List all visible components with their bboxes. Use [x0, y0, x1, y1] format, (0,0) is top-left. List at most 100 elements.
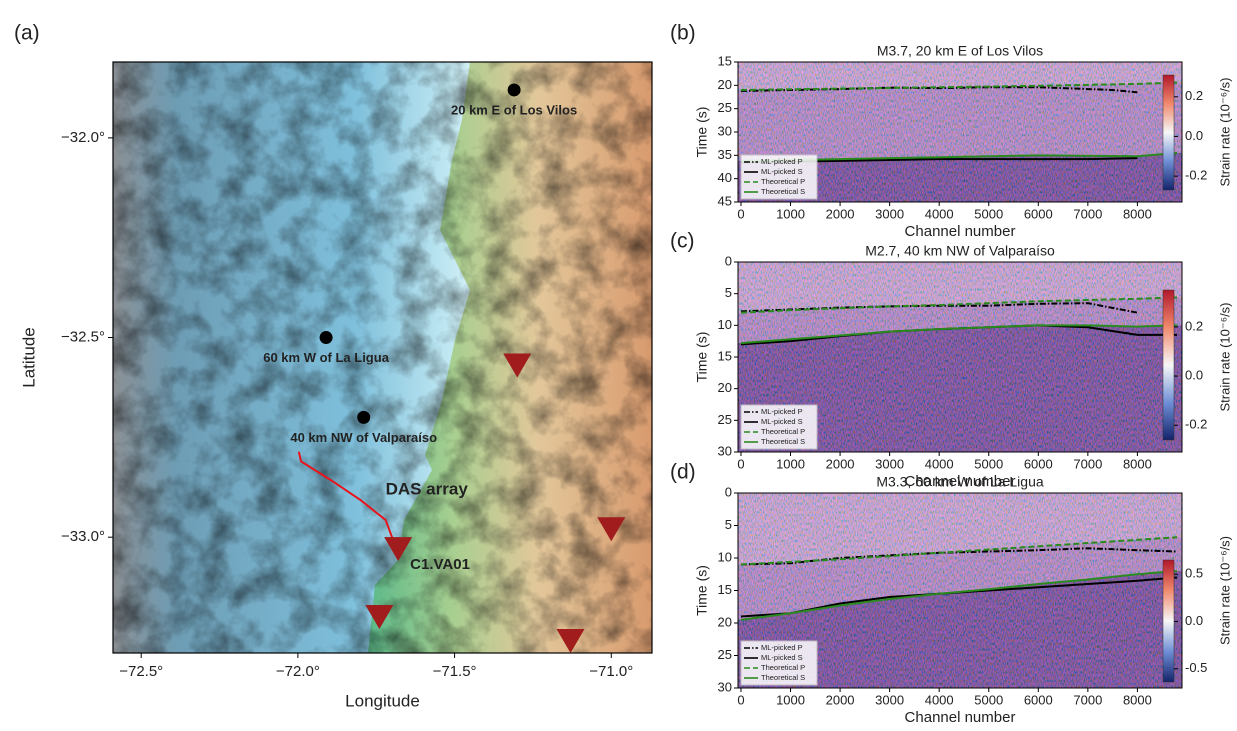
colorbar-label: Strain rate (10⁻⁶/s)	[1217, 302, 1232, 411]
x-tick-label: −71.0°	[589, 663, 633, 680]
y-tick-label: 0	[725, 253, 732, 268]
x-tick-label: 0	[737, 692, 744, 707]
chart-title: M3.7, 20 km E of Los Vilos	[877, 43, 1043, 59]
event	[319, 331, 333, 345]
y-axis-label: Time (s)	[694, 332, 710, 383]
legend-label: Theoretical P	[761, 663, 805, 672]
colorbar	[1162, 289, 1175, 441]
panel-label: (d)	[670, 461, 696, 484]
pick-line	[740, 536, 1178, 566]
station	[503, 353, 532, 378]
x-tick-label: 7000	[1073, 456, 1102, 471]
colorbar-tick-label: -0.2	[1185, 168, 1207, 183]
x-tick-label: −71.5°	[433, 663, 477, 680]
x-tick-label: 4000	[925, 206, 954, 221]
y-tick-label: 25	[718, 100, 732, 115]
y-tick-label: 15	[718, 53, 732, 68]
y-tick-label: 20	[718, 614, 732, 629]
event-label: 40 km NW of Valparaíso	[290, 430, 437, 445]
y-tick-label: −32.5°	[61, 329, 105, 346]
legend-label: Theoretical P	[761, 177, 805, 186]
das-array	[297, 451, 396, 546]
map-frame	[112, 61, 653, 654]
colorbar	[1162, 74, 1175, 191]
y-tick-label: 45	[718, 193, 732, 208]
y-tick-label: 10	[718, 549, 732, 564]
y-tick-label: −32.0°	[61, 129, 105, 146]
x-axis-label: Longitude	[345, 691, 420, 710]
event-label: 60 km W of La Ligua	[263, 350, 389, 365]
heatmap-area	[738, 262, 1182, 452]
das-label: DAS array	[386, 480, 469, 499]
station-label: C1.VA01	[410, 556, 470, 573]
y-tick-label: 0	[725, 484, 732, 499]
y-tick-label: 20	[718, 77, 732, 92]
x-axis-label: Channel number	[905, 473, 1016, 490]
x-tick-label: 8000	[1123, 456, 1152, 471]
colorbar	[1162, 559, 1175, 683]
x-tick-label: 1000	[776, 206, 805, 221]
x-tick-label: 2000	[826, 456, 855, 471]
legend-label: Theoretical S	[761, 437, 805, 446]
y-axis-label: Time (s)	[694, 107, 710, 158]
x-tick-label: 1000	[776, 692, 805, 707]
chart-title: M2.7, 40 km NW of Valparaíso	[865, 243, 1055, 259]
x-axis-label: Channel number	[905, 709, 1016, 726]
x-tick-label: 6000	[1024, 206, 1053, 221]
x-tick-label: 4000	[925, 692, 954, 707]
pick-line	[740, 324, 1178, 345]
legend-label: Theoretical S	[761, 673, 805, 682]
y-tick-label: 40	[718, 170, 732, 185]
x-tick-label: 3000	[875, 456, 904, 471]
y-tick-label: 5	[725, 285, 732, 300]
x-tick-label: 8000	[1123, 692, 1152, 707]
x-tick-label: 6000	[1024, 692, 1053, 707]
y-tick-label: 30	[718, 123, 732, 138]
x-tick-label: 2000	[826, 206, 855, 221]
x-tick-label: 7000	[1073, 692, 1102, 707]
x-tick-label: 5000	[974, 456, 1003, 471]
y-tick-label: 20	[718, 380, 732, 395]
x-axis-label: Channel number	[905, 223, 1016, 240]
y-tick-label: 5	[725, 517, 732, 532]
colorbar-tick-label: -0.2	[1185, 417, 1207, 432]
y-axis-label: Latitude	[19, 327, 38, 388]
event-label: 20 km E of Los Vilos	[451, 102, 577, 117]
y-tick-label: 10	[718, 317, 732, 332]
x-tick-label: 5000	[974, 692, 1003, 707]
station	[384, 537, 413, 562]
y-tick-label: 15	[718, 582, 732, 597]
event	[357, 410, 371, 424]
pick-line	[740, 296, 1178, 314]
panel-label: (a)	[14, 22, 40, 45]
x-tick-label: −72.0°	[276, 663, 320, 680]
colorbar-tick-label: 0.0	[1185, 128, 1203, 143]
x-tick-label: 0	[737, 456, 744, 471]
panel-label: (c)	[670, 230, 695, 253]
pick-line	[740, 157, 1138, 164]
station	[556, 629, 585, 654]
pick-line	[740, 81, 1178, 91]
legend-label: Theoretical P	[761, 427, 805, 436]
x-tick-label: 4000	[925, 456, 954, 471]
x-tick-label: 3000	[875, 692, 904, 707]
colorbar-tick-label: 0.2	[1185, 318, 1203, 333]
x-tick-label: 8000	[1123, 206, 1152, 221]
station	[597, 517, 626, 542]
y-tick-label: 30	[718, 679, 732, 694]
x-tick-label: 7000	[1073, 206, 1102, 221]
legend-label: ML-picked S	[761, 653, 803, 662]
x-tick-label: 0	[737, 206, 744, 221]
y-axis-label: Time (s)	[694, 565, 710, 616]
panel-label: (b)	[670, 22, 696, 45]
legend-label: ML-picked P	[761, 157, 803, 166]
chart-title: M3.3, 60 km W of La Ligua	[876, 474, 1044, 490]
colorbar-label: Strain rate (10⁻⁶/s)	[1217, 536, 1232, 645]
x-tick-label: 6000	[1024, 456, 1053, 471]
colorbar-tick-label: 0.5	[1185, 566, 1203, 581]
y-tick-label: 15	[718, 348, 732, 363]
legend-label: Theoretical S	[761, 187, 805, 196]
colorbar-label: Strain rate (10⁻⁶/s)	[1217, 77, 1232, 186]
x-tick-label: 1000	[776, 456, 805, 471]
